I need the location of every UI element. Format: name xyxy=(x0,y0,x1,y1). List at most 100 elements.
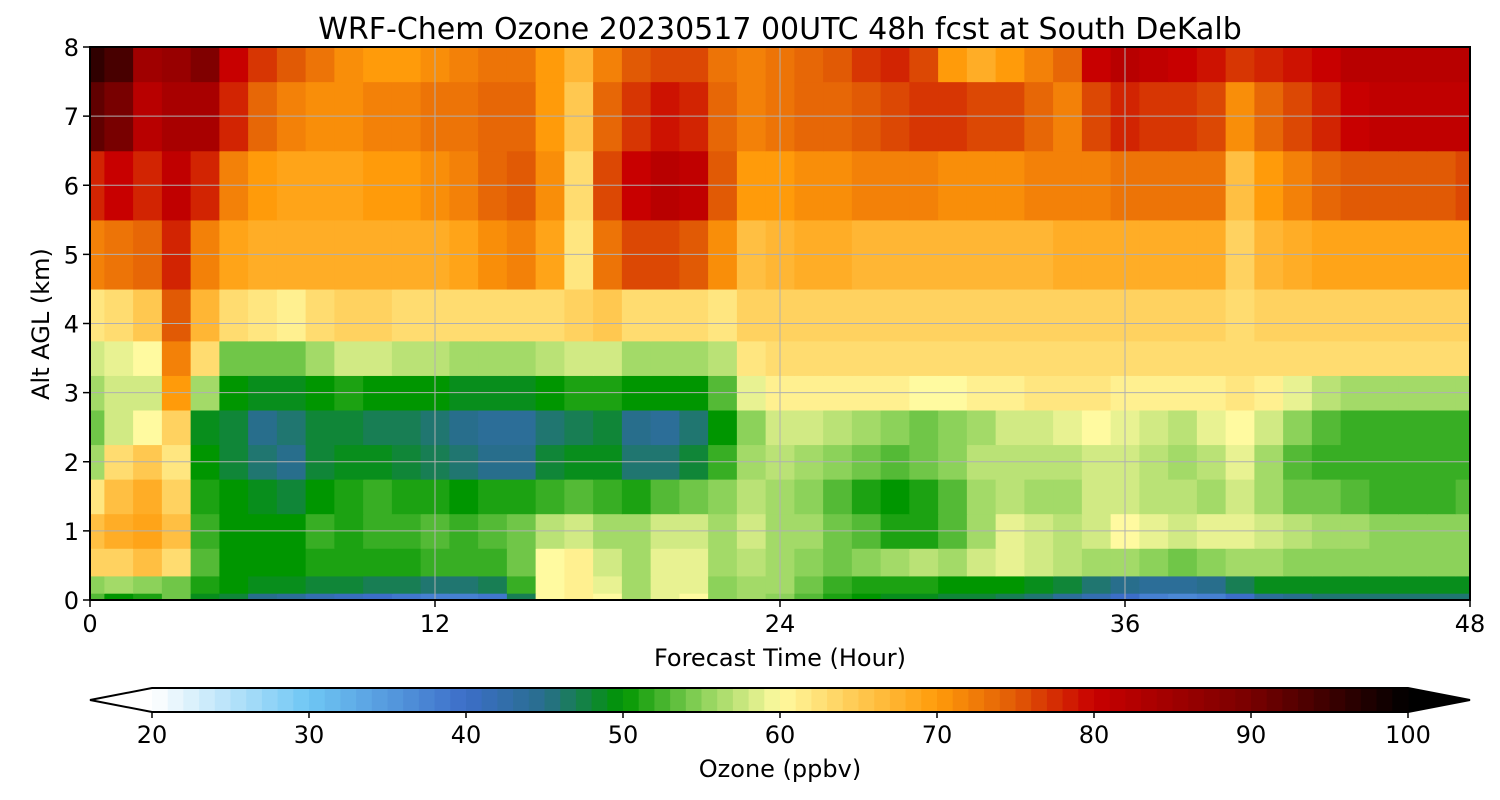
heatmap-cell xyxy=(736,575,767,594)
colorbar-swatch xyxy=(968,688,985,712)
heatmap-cell xyxy=(506,47,537,83)
heatmap-cell xyxy=(708,479,738,515)
heatmap-cell xyxy=(938,575,968,594)
y-tick-label: 2 xyxy=(64,449,79,477)
heatmap-cell xyxy=(161,409,192,446)
heatmap-cell xyxy=(1340,288,1370,342)
heatmap-cell xyxy=(363,548,393,577)
heatmap-cell xyxy=(621,479,652,515)
heatmap-cell xyxy=(966,288,997,342)
heatmap-cell xyxy=(1081,288,1112,342)
colorbar-swatch xyxy=(387,688,404,712)
heatmap-cell xyxy=(391,548,422,577)
x-tick-label: 0 xyxy=(82,610,97,638)
heatmap-cell xyxy=(1311,340,1342,376)
heatmap-cell xyxy=(248,288,278,342)
colorbar-swatch xyxy=(1282,688,1299,712)
heatmap-cell xyxy=(621,409,652,446)
heatmap-cell xyxy=(909,409,939,446)
colorbar-extend-max xyxy=(1408,688,1470,712)
heatmap-cell xyxy=(1369,288,1399,342)
colorbar-swatch xyxy=(1392,688,1409,712)
colorbar-swatch xyxy=(780,688,797,712)
heatmap-cell xyxy=(1455,409,1471,446)
heatmap-cell xyxy=(1168,593,1198,601)
heatmap-cell xyxy=(190,575,220,594)
heatmap-cell xyxy=(133,593,163,601)
heatmap-cell xyxy=(995,479,1025,515)
heatmap-cell xyxy=(363,340,393,376)
heatmap-cell xyxy=(334,288,364,342)
heatmap-cell xyxy=(679,409,709,446)
heatmap-cell xyxy=(1081,47,1112,83)
heatmap-cell xyxy=(506,575,537,594)
heatmap-cell xyxy=(478,575,508,594)
colorbar-swatch xyxy=(356,688,373,712)
heatmap-cell xyxy=(1225,340,1255,376)
heatmap-cell xyxy=(276,340,307,376)
heatmap-cell xyxy=(995,409,1025,446)
heatmap-cell xyxy=(1283,409,1313,446)
heatmap-cell xyxy=(1139,288,1169,342)
heatmap-cell xyxy=(650,340,680,376)
heatmap-cell xyxy=(506,593,537,601)
heatmap-cell xyxy=(736,593,767,601)
heatmap-cell xyxy=(334,409,364,446)
heatmap-cell xyxy=(938,409,968,446)
heatmap-cell xyxy=(794,575,824,594)
heatmap-cell xyxy=(1311,409,1342,446)
heatmap-cell xyxy=(535,409,565,446)
heatmap-cell xyxy=(478,47,508,83)
heatmap-cell xyxy=(90,575,105,594)
heatmap-cell xyxy=(190,409,220,446)
colorbar-swatch xyxy=(685,688,703,712)
heatmap-cell xyxy=(90,47,105,83)
colorbar-swatch xyxy=(152,688,169,712)
heatmap-cell xyxy=(1283,593,1313,601)
heatmap-cell xyxy=(650,47,680,83)
heatmap-cell xyxy=(1081,575,1112,594)
heatmap-cell xyxy=(564,593,594,601)
colorbar-swatch xyxy=(1172,688,1189,712)
heatmap-cell xyxy=(1225,575,1255,594)
heatmap-cell xyxy=(363,593,393,601)
heatmap-cell xyxy=(880,47,910,83)
heatmap-cell xyxy=(219,47,249,83)
heatmap-cell xyxy=(449,288,479,342)
heatmap-cell xyxy=(133,409,163,446)
heatmap-cell xyxy=(938,479,968,515)
heatmap-cell xyxy=(1369,479,1399,515)
heatmap-cell xyxy=(650,575,680,594)
colorbar-tick-label: 90 xyxy=(1236,721,1267,749)
heatmap-cell xyxy=(190,593,220,601)
heatmap-cell xyxy=(1168,479,1198,515)
heatmap-cell xyxy=(449,479,479,515)
heatmap-cell xyxy=(1053,288,1083,342)
heatmap-cell xyxy=(1196,409,1227,446)
heatmap-cell xyxy=(133,479,163,515)
colorbar-swatch xyxy=(638,688,655,712)
heatmap-cell xyxy=(621,288,652,342)
heatmap-cell xyxy=(1455,593,1471,601)
x-tick-label: 12 xyxy=(420,610,451,638)
heatmap-cell xyxy=(478,340,508,376)
heatmap-cell xyxy=(1398,47,1428,83)
colorbar-swatch xyxy=(340,688,357,712)
heatmap-cell xyxy=(650,288,680,342)
heatmap-cell xyxy=(104,340,134,376)
chart-title: WRF-Chem Ozone 20230517 00UTC 48h fcst a… xyxy=(318,12,1241,47)
heatmap-cell xyxy=(1196,548,1227,577)
heatmap-cell xyxy=(161,548,192,577)
colorbar-swatch xyxy=(230,688,247,712)
colorbar-swatch xyxy=(403,688,420,712)
heatmap-cell xyxy=(880,288,910,342)
heatmap-cell xyxy=(305,409,335,446)
colorbar-swatch xyxy=(450,688,467,712)
heatmap-cell xyxy=(449,593,479,601)
heatmap-cell xyxy=(1053,593,1083,601)
heatmap-cell xyxy=(334,575,364,594)
heatmap-cell xyxy=(938,593,968,601)
heatmap-cell xyxy=(276,575,307,594)
heatmap-cell xyxy=(334,479,364,515)
heatmap-cell xyxy=(506,288,537,342)
